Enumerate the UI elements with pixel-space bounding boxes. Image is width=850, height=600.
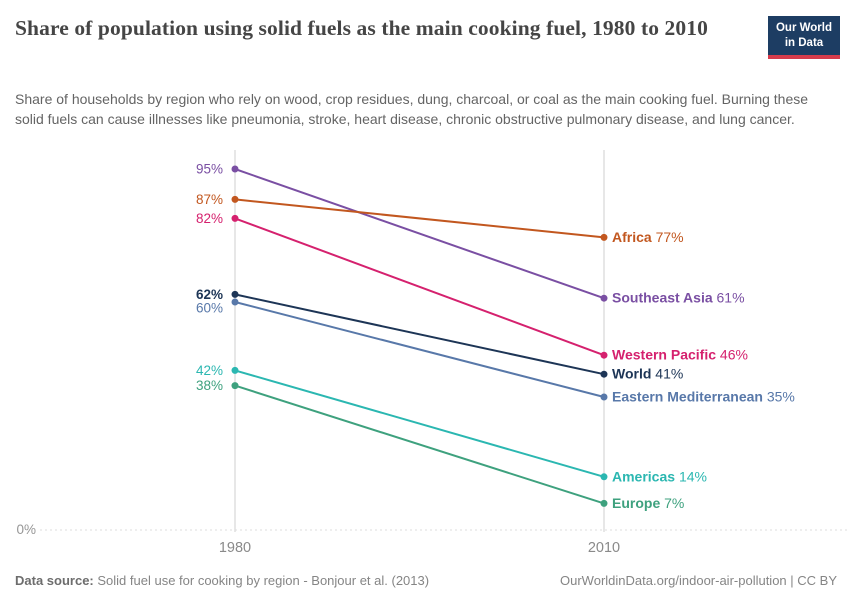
owid-logo[interactable]: Our World in Data — [768, 16, 840, 59]
start-value-label: 38% — [196, 378, 223, 393]
series-line-americas[interactable] — [234, 369, 605, 478]
series-end-dot[interactable] — [600, 351, 608, 359]
x-tick-label: 1980 — [219, 540, 251, 556]
series-line-africa[interactable] — [234, 198, 605, 239]
chart-title: Share of population using solid fuels as… — [15, 16, 708, 40]
series-end-label[interactable]: Americas 14% — [612, 468, 707, 484]
start-value-label: 42% — [196, 363, 223, 378]
chart-footer: Data source: Solid fuel use for cooking … — [0, 566, 850, 600]
series-end-dot[interactable] — [600, 370, 608, 378]
slope-chart: 0% 1980 2010 95% 87% 82% 62% 60% 42% 38% Africa 77… — [0, 145, 850, 565]
data-source-label: Data source: — [15, 573, 94, 588]
start-value-label: 87% — [196, 192, 223, 207]
start-value-label: 82% — [196, 211, 223, 226]
series-end-label[interactable]: Eastern Mediterranean 35% — [612, 389, 795, 405]
series-end-dot[interactable] — [600, 499, 608, 507]
owid-logo-line2: in Data — [784, 36, 824, 49]
slope-chart-svg: 0% 1980 2010 95% 87% 82% 62%60% 42%38% Africa 77… — [16, 150, 848, 556]
series-end-dot[interactable] — [600, 294, 608, 302]
start-value-label: 60% — [196, 300, 223, 315]
data-source-text: Solid fuel use for cooking by region - B… — [97, 573, 430, 588]
series-start-dot[interactable] — [231, 165, 239, 173]
series-end-label[interactable]: Africa 77% — [612, 229, 684, 245]
chart-subtitle: Share of households by region who rely o… — [15, 91, 809, 127]
series-line-eastern-mediterranean[interactable] — [234, 301, 605, 398]
source-link[interactable]: OurWorldinData.org/indoor-air-pollution … — [560, 573, 837, 588]
series-start-dot[interactable] — [231, 214, 239, 222]
series-line-europe[interactable] — [234, 384, 605, 505]
series-start-dot[interactable] — [231, 290, 239, 298]
start-value-label: 62% — [196, 287, 223, 302]
series-start-dot[interactable] — [231, 298, 239, 306]
series-end-dot[interactable] — [600, 393, 608, 401]
x-tick-label: 2010 — [588, 540, 620, 556]
series-line-western-pacific[interactable] — [234, 217, 605, 357]
series-end-label[interactable]: World 41% — [612, 366, 683, 382]
series-line-world[interactable] — [234, 293, 605, 376]
owid-logo-line1: Our World — [775, 22, 832, 34]
series-start-dot[interactable] — [231, 195, 239, 203]
series-line-southeast-asia[interactable] — [234, 168, 605, 300]
series-end-label[interactable]: Western Pacific 46% — [612, 347, 748, 363]
data-source: Data source: Solid fuel use for cooking … — [15, 573, 429, 588]
series-end-dot[interactable] — [600, 233, 608, 241]
series-start-dot[interactable] — [231, 382, 239, 390]
series-end-label[interactable]: Southeast Asia 61% — [612, 290, 745, 306]
y-axis-zero-label: 0% — [16, 522, 36, 537]
start-value-label: 95% — [196, 162, 223, 177]
series-end-label[interactable]: Europe 7% — [612, 495, 684, 511]
series-end-dot[interactable] — [600, 473, 608, 481]
series-start-dot[interactable] — [231, 366, 239, 374]
